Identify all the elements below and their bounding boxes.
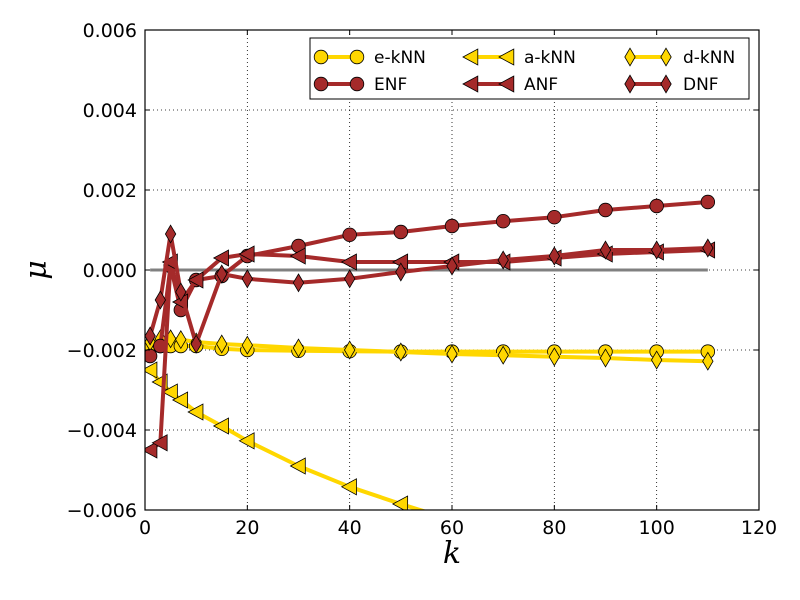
data-point-dnf xyxy=(241,269,253,289)
data-point-anf xyxy=(289,247,306,265)
x-axis-label: k xyxy=(443,536,461,571)
data-point-a-knn xyxy=(145,361,158,379)
data-point-a-knn xyxy=(391,495,409,510)
x-tick-label: 120 xyxy=(741,517,777,539)
data-point-anf xyxy=(212,249,229,267)
data-point-dnf xyxy=(154,290,167,310)
data-point-d-knn xyxy=(446,344,458,364)
data-point-enf xyxy=(700,194,716,210)
data-point-d-knn xyxy=(548,347,560,367)
data-point-enf xyxy=(145,348,158,364)
x-tick-label: 20 xyxy=(235,517,259,539)
data-point-dnf xyxy=(164,224,177,244)
data-point-dnf xyxy=(292,273,305,293)
data-point-dnf xyxy=(175,282,187,302)
y-tick-label: −0.004 xyxy=(67,420,137,442)
data-point-dnf xyxy=(190,334,202,354)
data-point-dnf xyxy=(497,250,509,270)
series-layer xyxy=(145,194,716,510)
x-tick-label: 40 xyxy=(338,517,362,539)
y-tick-label: 0.000 xyxy=(83,260,137,282)
data-point-d-knn xyxy=(395,342,407,362)
data-point-dnf xyxy=(548,246,560,266)
legend-marker-a-knn xyxy=(498,48,515,66)
y-tick-label: 0.002 xyxy=(83,180,137,202)
data-point-dnf xyxy=(599,240,612,260)
legend-box xyxy=(309,37,750,100)
legend-label-enf: ENF xyxy=(374,75,407,95)
data-point-d-knn xyxy=(702,351,714,371)
legend-marker-enf xyxy=(349,76,365,92)
data-point-enf xyxy=(444,218,460,234)
legend-label-a-knn: a-kNN xyxy=(524,48,576,68)
ticks: 0 20 40 60 80 100 120 −0.006 −0.004 −0.002 0.000 0.… xyxy=(67,20,777,539)
y-tick-label: 0.006 xyxy=(83,20,137,42)
data-point-d-knn xyxy=(175,330,187,350)
legend-label-dnf: DNF xyxy=(683,75,719,95)
data-point-enf xyxy=(547,209,562,225)
y-tick-label: 0.004 xyxy=(83,100,137,122)
series-dnf xyxy=(145,224,714,354)
legend-marker-d-knn xyxy=(624,47,636,67)
data-point-a-knn xyxy=(171,391,189,409)
data-point-dnf xyxy=(651,240,663,260)
series-line-dnf xyxy=(148,232,708,346)
legend-marker-a-knn xyxy=(462,48,479,66)
data-point-a-knn xyxy=(161,383,178,401)
data-point-anf xyxy=(145,441,158,459)
legend-label-anf: ANF xyxy=(524,75,558,95)
y-tick-label: −0.006 xyxy=(67,500,137,522)
data-point-dnf xyxy=(446,256,458,276)
x-tick-label: 0 xyxy=(139,517,151,539)
data-point-anf xyxy=(151,434,168,452)
data-point-d-knn xyxy=(344,340,356,360)
data-point-dnf xyxy=(145,326,156,346)
data-point-a-knn xyxy=(187,403,204,421)
y-axis-label: μ xyxy=(19,260,54,280)
legend-label-d-knn: d-kNN xyxy=(683,48,735,68)
data-point-anf xyxy=(340,253,357,271)
data-point-dnf xyxy=(216,264,228,284)
data-point-a-knn xyxy=(212,417,229,435)
legend-marker-dnf xyxy=(660,74,672,94)
legend-marker-d-knn xyxy=(660,47,672,67)
data-point-enf xyxy=(393,224,409,240)
legend-marker-anf xyxy=(462,75,479,93)
data-point-anf xyxy=(187,271,204,289)
data-point-d-knn xyxy=(216,334,228,354)
legend-marker-anf xyxy=(498,75,515,93)
data-point-d-knn xyxy=(292,338,305,358)
legend-marker-e-knn xyxy=(313,49,329,65)
data-point-dnf xyxy=(395,262,407,282)
data-point-d-knn xyxy=(599,348,612,368)
series-line-anf xyxy=(148,248,708,452)
data-point-enf xyxy=(342,227,357,243)
y-tick-label: −0.002 xyxy=(67,340,137,362)
legend-marker-e-knn xyxy=(349,49,365,65)
data-point-d-knn xyxy=(241,335,253,355)
data-point-dnf xyxy=(702,238,714,258)
data-point-anf xyxy=(238,245,255,263)
x-tick-label: 100 xyxy=(639,517,675,539)
x-tick-label: 80 xyxy=(542,517,566,539)
data-point-d-knn xyxy=(651,350,663,370)
legend-label-e-knn: e-kNN xyxy=(374,48,426,68)
data-point-a-knn xyxy=(238,432,255,450)
data-point-enf xyxy=(495,213,511,229)
data-point-enf xyxy=(598,202,613,218)
legend-marker-enf xyxy=(313,76,329,92)
data-point-a-knn xyxy=(340,478,357,496)
data-point-enf xyxy=(649,198,664,214)
legend: e-kNN ENF a-kNN ANF d-kNN DNF xyxy=(309,37,750,100)
data-point-dnf xyxy=(344,269,356,289)
data-point-d-knn xyxy=(497,345,509,365)
legend-marker-dnf xyxy=(624,74,636,94)
x-tick-label: 60 xyxy=(440,517,464,539)
data-point-a-knn xyxy=(289,457,306,475)
